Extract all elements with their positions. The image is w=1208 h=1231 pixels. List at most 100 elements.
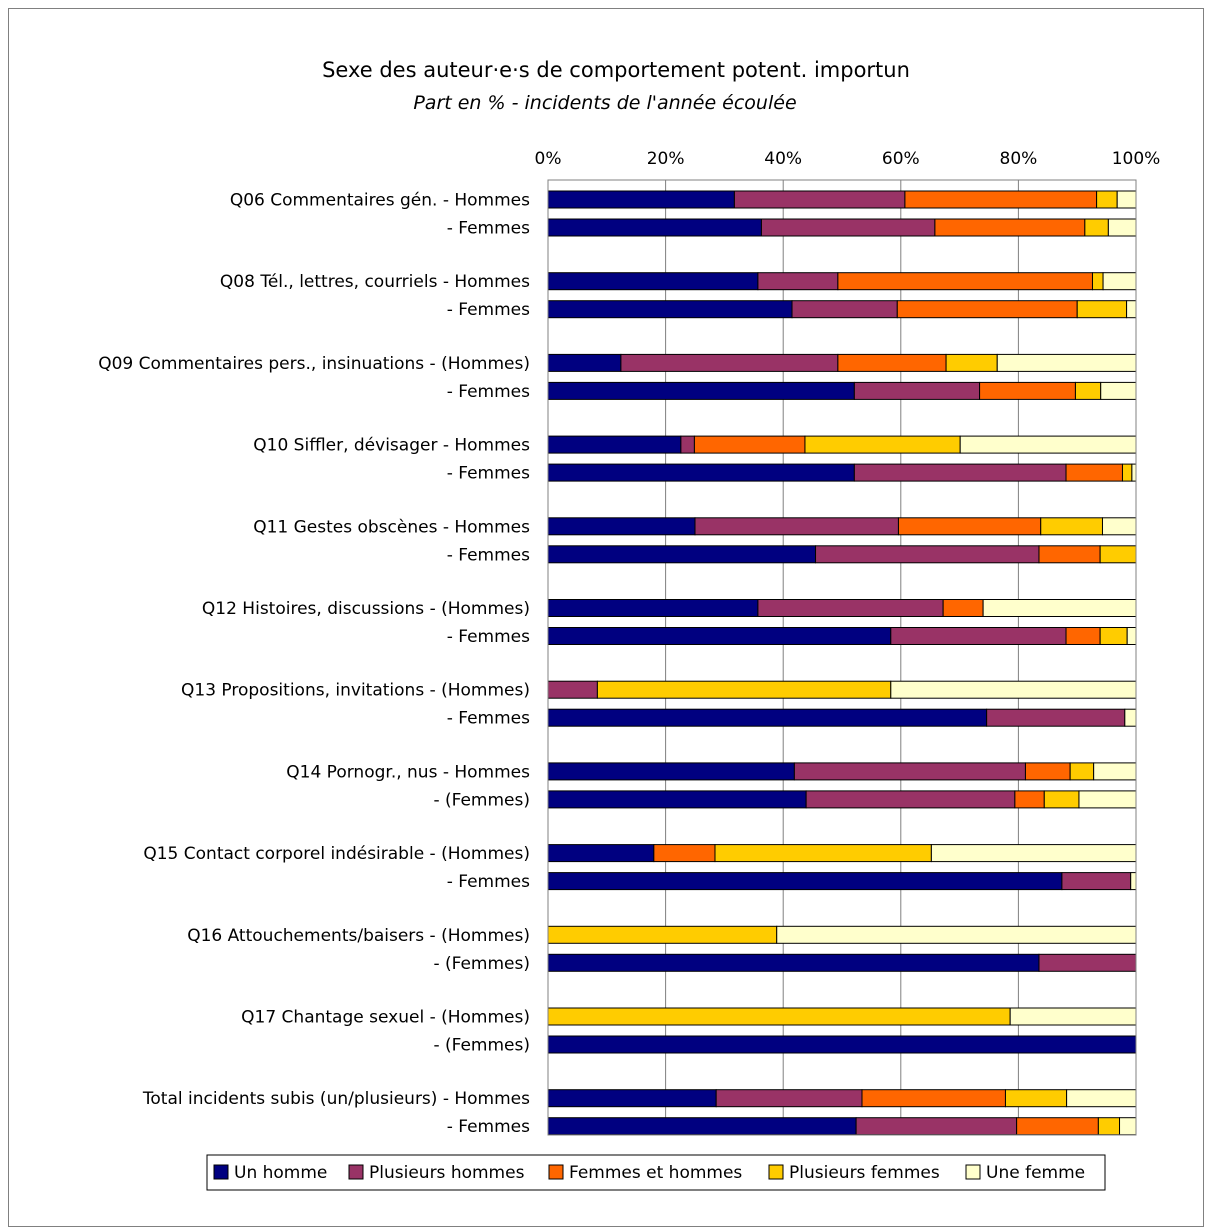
bar-segment <box>757 272 839 291</box>
bar-segment <box>1065 627 1101 645</box>
bar-segment <box>793 762 1026 781</box>
legend-label: Femmes et hommes <box>569 1163 742 1183</box>
bar-segment <box>547 953 1040 972</box>
category-label: - Femmes <box>447 464 530 484</box>
bar-segment <box>1004 1089 1068 1108</box>
bar-segment <box>804 435 961 454</box>
category-label: Q06 Commentaires gén. - Hommes <box>230 191 530 211</box>
bar-segment <box>1096 190 1118 209</box>
bar-segment <box>596 680 892 699</box>
bar-segment <box>930 844 1137 863</box>
bar-segment <box>547 925 778 944</box>
bar-segment <box>982 599 1137 617</box>
bar-segment <box>791 300 898 319</box>
bar-segment <box>1065 463 1123 482</box>
bar-segment <box>1097 1117 1121 1136</box>
category-label: Q12 Histoires, discussions - (Hommes) <box>202 599 530 619</box>
bar-segment <box>547 872 1063 891</box>
bar-segment <box>1124 708 1137 727</box>
bar-segment <box>1091 272 1104 291</box>
bar-segment <box>896 300 1078 319</box>
bar-segment <box>653 844 716 863</box>
bar-segment <box>547 300 793 319</box>
bar-segment <box>547 545 817 564</box>
chart-subtitle: Part en % - incidents de l'année écoulée <box>413 92 796 114</box>
bar-segment <box>547 790 807 809</box>
category-label: - Femmes <box>447 545 530 565</box>
category-labels: Q06 Commentaires gén. - Hommes - Femmes Q0… <box>98 191 530 1138</box>
bar-segment <box>853 463 1067 482</box>
category-label: Q16 Attouchements/baisers - (Hommes) <box>187 926 530 946</box>
bar-segment <box>1099 545 1137 564</box>
bar-segment <box>1101 517 1137 536</box>
bar-segment <box>547 272 759 291</box>
bar-segment <box>1126 300 1137 319</box>
category-label: Q09 Commentaires pers., insinuations - (… <box>98 354 530 374</box>
category-label: - Femmes <box>447 872 530 892</box>
legend-swatch <box>348 1164 364 1180</box>
bar-segment <box>1078 790 1137 809</box>
bar-segment <box>547 353 622 372</box>
bar-segment <box>805 790 1016 809</box>
bar-segment <box>1069 762 1095 781</box>
legend-label: Un homme <box>234 1163 327 1183</box>
x-tick-label: 40% <box>764 149 802 169</box>
bar-segment <box>1116 190 1137 209</box>
bar-segment <box>547 1007 1011 1026</box>
bar-segment <box>1016 1117 1099 1136</box>
category-label: - Femmes <box>447 709 530 729</box>
bar-segment <box>547 1117 857 1136</box>
bar-segment <box>1126 627 1137 645</box>
category-label: Q10 Siffler, dévisager - Hommes <box>253 436 530 456</box>
bar-segment <box>693 435 806 454</box>
x-tick-label: 0% <box>535 149 562 169</box>
bar-segment <box>1014 790 1045 809</box>
category-label: Q15 Contact corporel indésirable - (Homm… <box>143 844 530 864</box>
bar-segment <box>996 353 1137 372</box>
bar-segment <box>1024 762 1071 781</box>
x-tick-label: 60% <box>882 149 920 169</box>
bar-segment <box>1038 545 1101 564</box>
bar-segment <box>890 627 1067 645</box>
bar-segment <box>547 381 855 400</box>
bar-segment <box>1074 381 1102 400</box>
plot-area <box>547 179 1137 1136</box>
bar-segment <box>1100 381 1137 400</box>
x-tick-label: 20% <box>647 149 685 169</box>
x-tick-label: 80% <box>1000 149 1038 169</box>
bar-segment <box>934 218 1086 237</box>
category-label: - Femmes <box>447 627 530 647</box>
bar-segment <box>1040 517 1103 536</box>
bar-segment <box>897 517 1042 536</box>
chart-title: Sexe des auteur·e·s de comportement pote… <box>322 58 910 82</box>
category-label: - Femmes <box>447 1117 530 1137</box>
legend-swatch <box>768 1164 784 1180</box>
bar-segment <box>1009 1007 1137 1026</box>
bar-segment <box>547 599 759 617</box>
bar-segment <box>1084 218 1109 237</box>
bar-segment <box>547 1035 1137 1054</box>
x-tick-label: 100% <box>1112 149 1161 169</box>
category-label: - (Femmes) <box>433 790 530 810</box>
bar-segment <box>547 463 855 482</box>
bar-segment <box>945 353 998 372</box>
bar-segment <box>1130 872 1137 891</box>
bar-segment <box>547 708 988 727</box>
bar-segment <box>904 190 1098 209</box>
legend-label: Plusieurs hommes <box>369 1163 525 1183</box>
legend-swatch <box>213 1164 229 1180</box>
bar-segment <box>1121 463 1133 482</box>
category-label: Q14 Pornogr., nus - Hommes <box>286 762 530 782</box>
bar-segment <box>547 435 682 454</box>
bar-segment <box>979 381 1076 400</box>
bar-segment <box>837 353 947 372</box>
category-label: Q13 Propositions, invitations - (Hommes) <box>181 681 530 701</box>
bar-segment <box>547 517 696 536</box>
bar-segment <box>890 680 1137 699</box>
category-label: Q11 Gestes obscènes - Hommes <box>253 517 530 537</box>
bar-segment <box>680 435 695 454</box>
bar-segment <box>942 599 984 617</box>
bar-segment <box>547 1089 717 1108</box>
bar-segment <box>1043 790 1080 809</box>
bar-segment <box>715 1089 863 1108</box>
